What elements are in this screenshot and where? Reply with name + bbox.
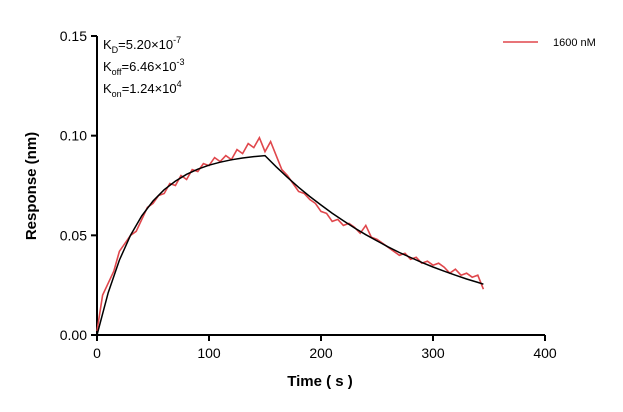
y-tick-label: 0.10 — [60, 128, 87, 144]
annotation-subscript: off — [112, 67, 122, 77]
x-tick-label: 100 — [197, 345, 221, 361]
y-tick-label: 0.15 — [60, 28, 87, 44]
annotation: Kon=1.24×104 — [103, 79, 182, 99]
x-axis-label: Time ( s ) — [287, 373, 353, 390]
annotation-text: =6.46×10 — [122, 59, 177, 74]
annotation-text: =1.24×10 — [122, 81, 177, 96]
annotation-exponent: -7 — [173, 35, 181, 45]
x-tick-label: 300 — [421, 345, 445, 361]
x-tick-label: 400 — [533, 345, 557, 361]
annotation-symbol: K — [103, 81, 112, 96]
series-line — [96, 135, 485, 332]
annotation-symbol: K — [103, 37, 112, 52]
annotation-subscript: on — [112, 89, 122, 99]
annotation-exponent: -3 — [176, 57, 184, 67]
series-line — [96, 154, 484, 336]
y-tick-label: 0.05 — [60, 227, 87, 243]
annotation-text: =5.20×10 — [118, 37, 173, 52]
x-tick-label: 0 — [93, 345, 101, 361]
annotation: KD=5.20×10-7 — [103, 35, 181, 55]
y-tick-label: 0.00 — [60, 327, 87, 343]
annotation-subscript: D — [112, 45, 119, 55]
annotation: Koff=6.46×10-3 — [103, 57, 184, 77]
legend-label: 1600 nM — [553, 37, 596, 49]
x-tick-label: 200 — [309, 345, 333, 361]
y-axis-label: Response (nm) — [23, 132, 40, 240]
annotation-symbol: K — [103, 59, 112, 74]
annotation-exponent: 4 — [177, 79, 182, 89]
